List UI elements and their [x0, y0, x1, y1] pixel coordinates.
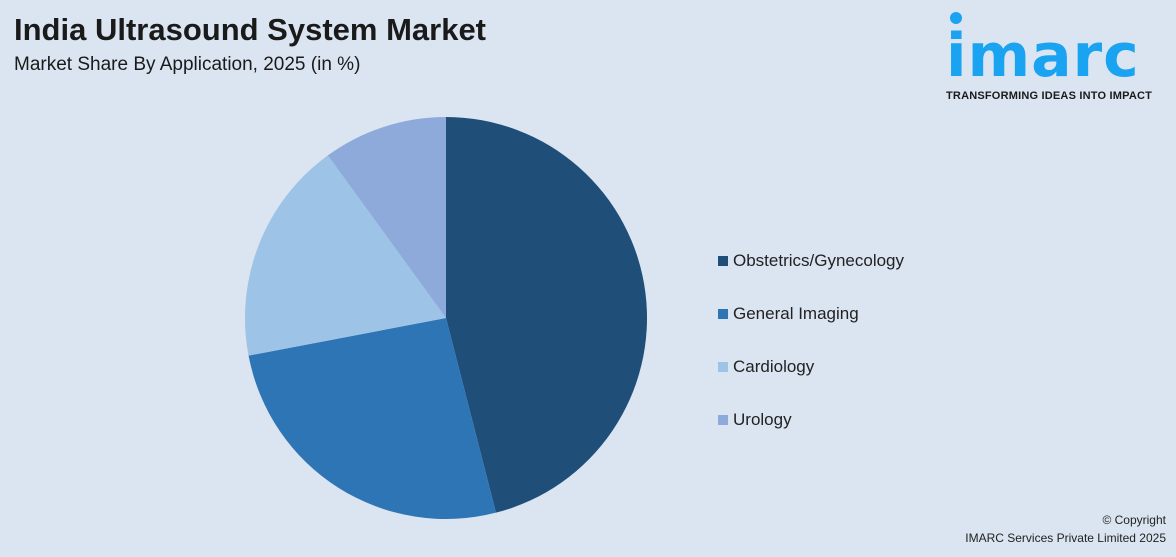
imarc-logo: imarc TRANSFORMING IDEAS INTO IMPACT: [946, 12, 1170, 102]
pie-slice-urology: [327, 117, 446, 318]
pie-slice-cardiology: [244, 155, 446, 356]
copyright-line2: IMARC Services Private Limited 2025: [965, 531, 1166, 545]
legend-swatch: [718, 361, 728, 372]
legend-swatch: [718, 255, 728, 266]
legend-item: Obstetrics/Gynecology: [718, 234, 904, 287]
copyright-line1: © Copyright: [1102, 513, 1166, 527]
chart-subtitle: Market Share By Application, 2025 (in %): [14, 54, 361, 75]
legend-swatch: [718, 308, 728, 319]
pie-slice-obstetrics-gynecology: [446, 117, 647, 513]
legend-label: Cardiology: [733, 356, 815, 376]
pie-slice-general-imaging: [248, 318, 496, 519]
legend-item: Cardiology: [718, 340, 904, 393]
logo-tagline: TRANSFORMING IDEAS INTO IMPACT: [946, 90, 1153, 102]
logo-dot-icon: [950, 12, 962, 24]
legend-label: Obstetrics/Gynecology: [733, 250, 905, 270]
legend-item: General Imaging: [718, 287, 904, 340]
legend-label: General Imaging: [733, 303, 859, 323]
chart-title: India Ultrasound System Market: [14, 12, 487, 47]
logo-word: imarc: [946, 21, 1140, 91]
copyright: © Copyright IMARC Services Private Limit…: [965, 511, 1166, 547]
legend: Obstetrics/Gynecology General Imaging Card…: [718, 234, 904, 446]
legend-swatch: [718, 414, 728, 425]
legend-item: Urology: [718, 393, 904, 446]
legend-label: Urology: [733, 409, 792, 429]
